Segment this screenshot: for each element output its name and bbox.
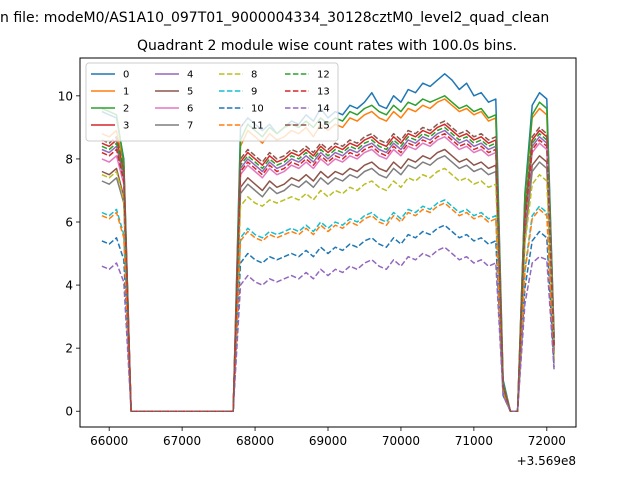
figure-suptitle: n file: modeM0/AS1A10_097T01_9000004334_… (0, 10, 549, 26)
legend-label: 4 (187, 70, 193, 81)
series-14-line (101, 246, 555, 412)
legend-entry-10: 10 (219, 104, 264, 115)
series-5-line (101, 148, 555, 412)
legend-entry-7: 7 (155, 121, 193, 132)
legend-label: 2 (123, 104, 129, 115)
y-tick-label: 6 (65, 216, 73, 230)
legend-entry-8: 8 (219, 70, 257, 81)
y-tick-label: 4 (65, 279, 73, 293)
legend-label: 8 (251, 70, 257, 81)
legend-label: 12 (317, 70, 330, 81)
x-tick-label: 66000 (90, 434, 128, 448)
x-tick-label: 72000 (528, 434, 566, 448)
legend-entry-1: 1 (91, 87, 129, 98)
legend-label: 14 (317, 104, 330, 115)
legend-label: 1 (123, 87, 129, 98)
legend-label: 3 (123, 121, 129, 132)
series-3-line (101, 123, 555, 412)
legend-entry-6: 6 (155, 104, 193, 115)
series-7-line (101, 155, 555, 412)
series-6-line (101, 136, 555, 412)
series-15-line (101, 120, 555, 412)
series-12-line (101, 126, 555, 412)
legend-entry-0: 0 (91, 70, 129, 81)
series-10-line (101, 224, 555, 412)
legend-label: 6 (187, 104, 193, 115)
legend-label: 0 (123, 70, 129, 81)
legend-label: 10 (251, 104, 264, 115)
series-8-line (101, 167, 555, 412)
legend-label: 15 (317, 121, 330, 132)
y-tick-label: 8 (65, 152, 73, 166)
chart-title: Quadrant 2 module wise count rates with … (137, 38, 517, 54)
x-tick-label: 69000 (309, 434, 347, 448)
legend-entry-5: 5 (155, 87, 193, 98)
series-4-line (101, 129, 555, 412)
series-1-line (101, 98, 555, 412)
legend-entry-13: 13 (285, 87, 330, 98)
y-tick-label: 2 (65, 342, 73, 356)
x-axis: 66000 67000 68000 69000 70000 71000 72000 (90, 427, 566, 448)
legend-label: 13 (317, 87, 330, 98)
x-tick-label: 67000 (163, 434, 201, 448)
legend-entry-12: 12 (285, 70, 330, 81)
y-tick-label: 10 (58, 89, 73, 103)
legend-box (85, 62, 339, 142)
legend-entry-4: 4 (155, 70, 193, 81)
x-tick-label: 68000 (236, 434, 274, 448)
series-layer (101, 73, 555, 412)
y-tick-label: 0 (65, 405, 73, 419)
legend-label: 11 (251, 121, 264, 132)
legend-entry-2: 2 (91, 104, 129, 115)
series-11-line (101, 202, 555, 412)
series-9-line (101, 199, 555, 412)
x-offset-label: +3.569e8 (517, 454, 576, 468)
legend-label: 7 (187, 121, 193, 132)
x-tick-label: 71000 (455, 434, 493, 448)
legend-entry-11: 11 (219, 121, 264, 132)
legend-entry-9: 9 (219, 87, 257, 98)
legend-label: 5 (187, 87, 193, 98)
legend-entry-15: 15 (285, 121, 330, 132)
series-13-line (101, 132, 555, 412)
legend-entry-14: 14 (285, 104, 330, 115)
y-axis: 0 2 4 6 8 10 (58, 89, 80, 419)
legend-entry-3: 3 (91, 121, 129, 132)
x-tick-label: 70000 (382, 434, 420, 448)
legend-label: 9 (251, 87, 257, 98)
